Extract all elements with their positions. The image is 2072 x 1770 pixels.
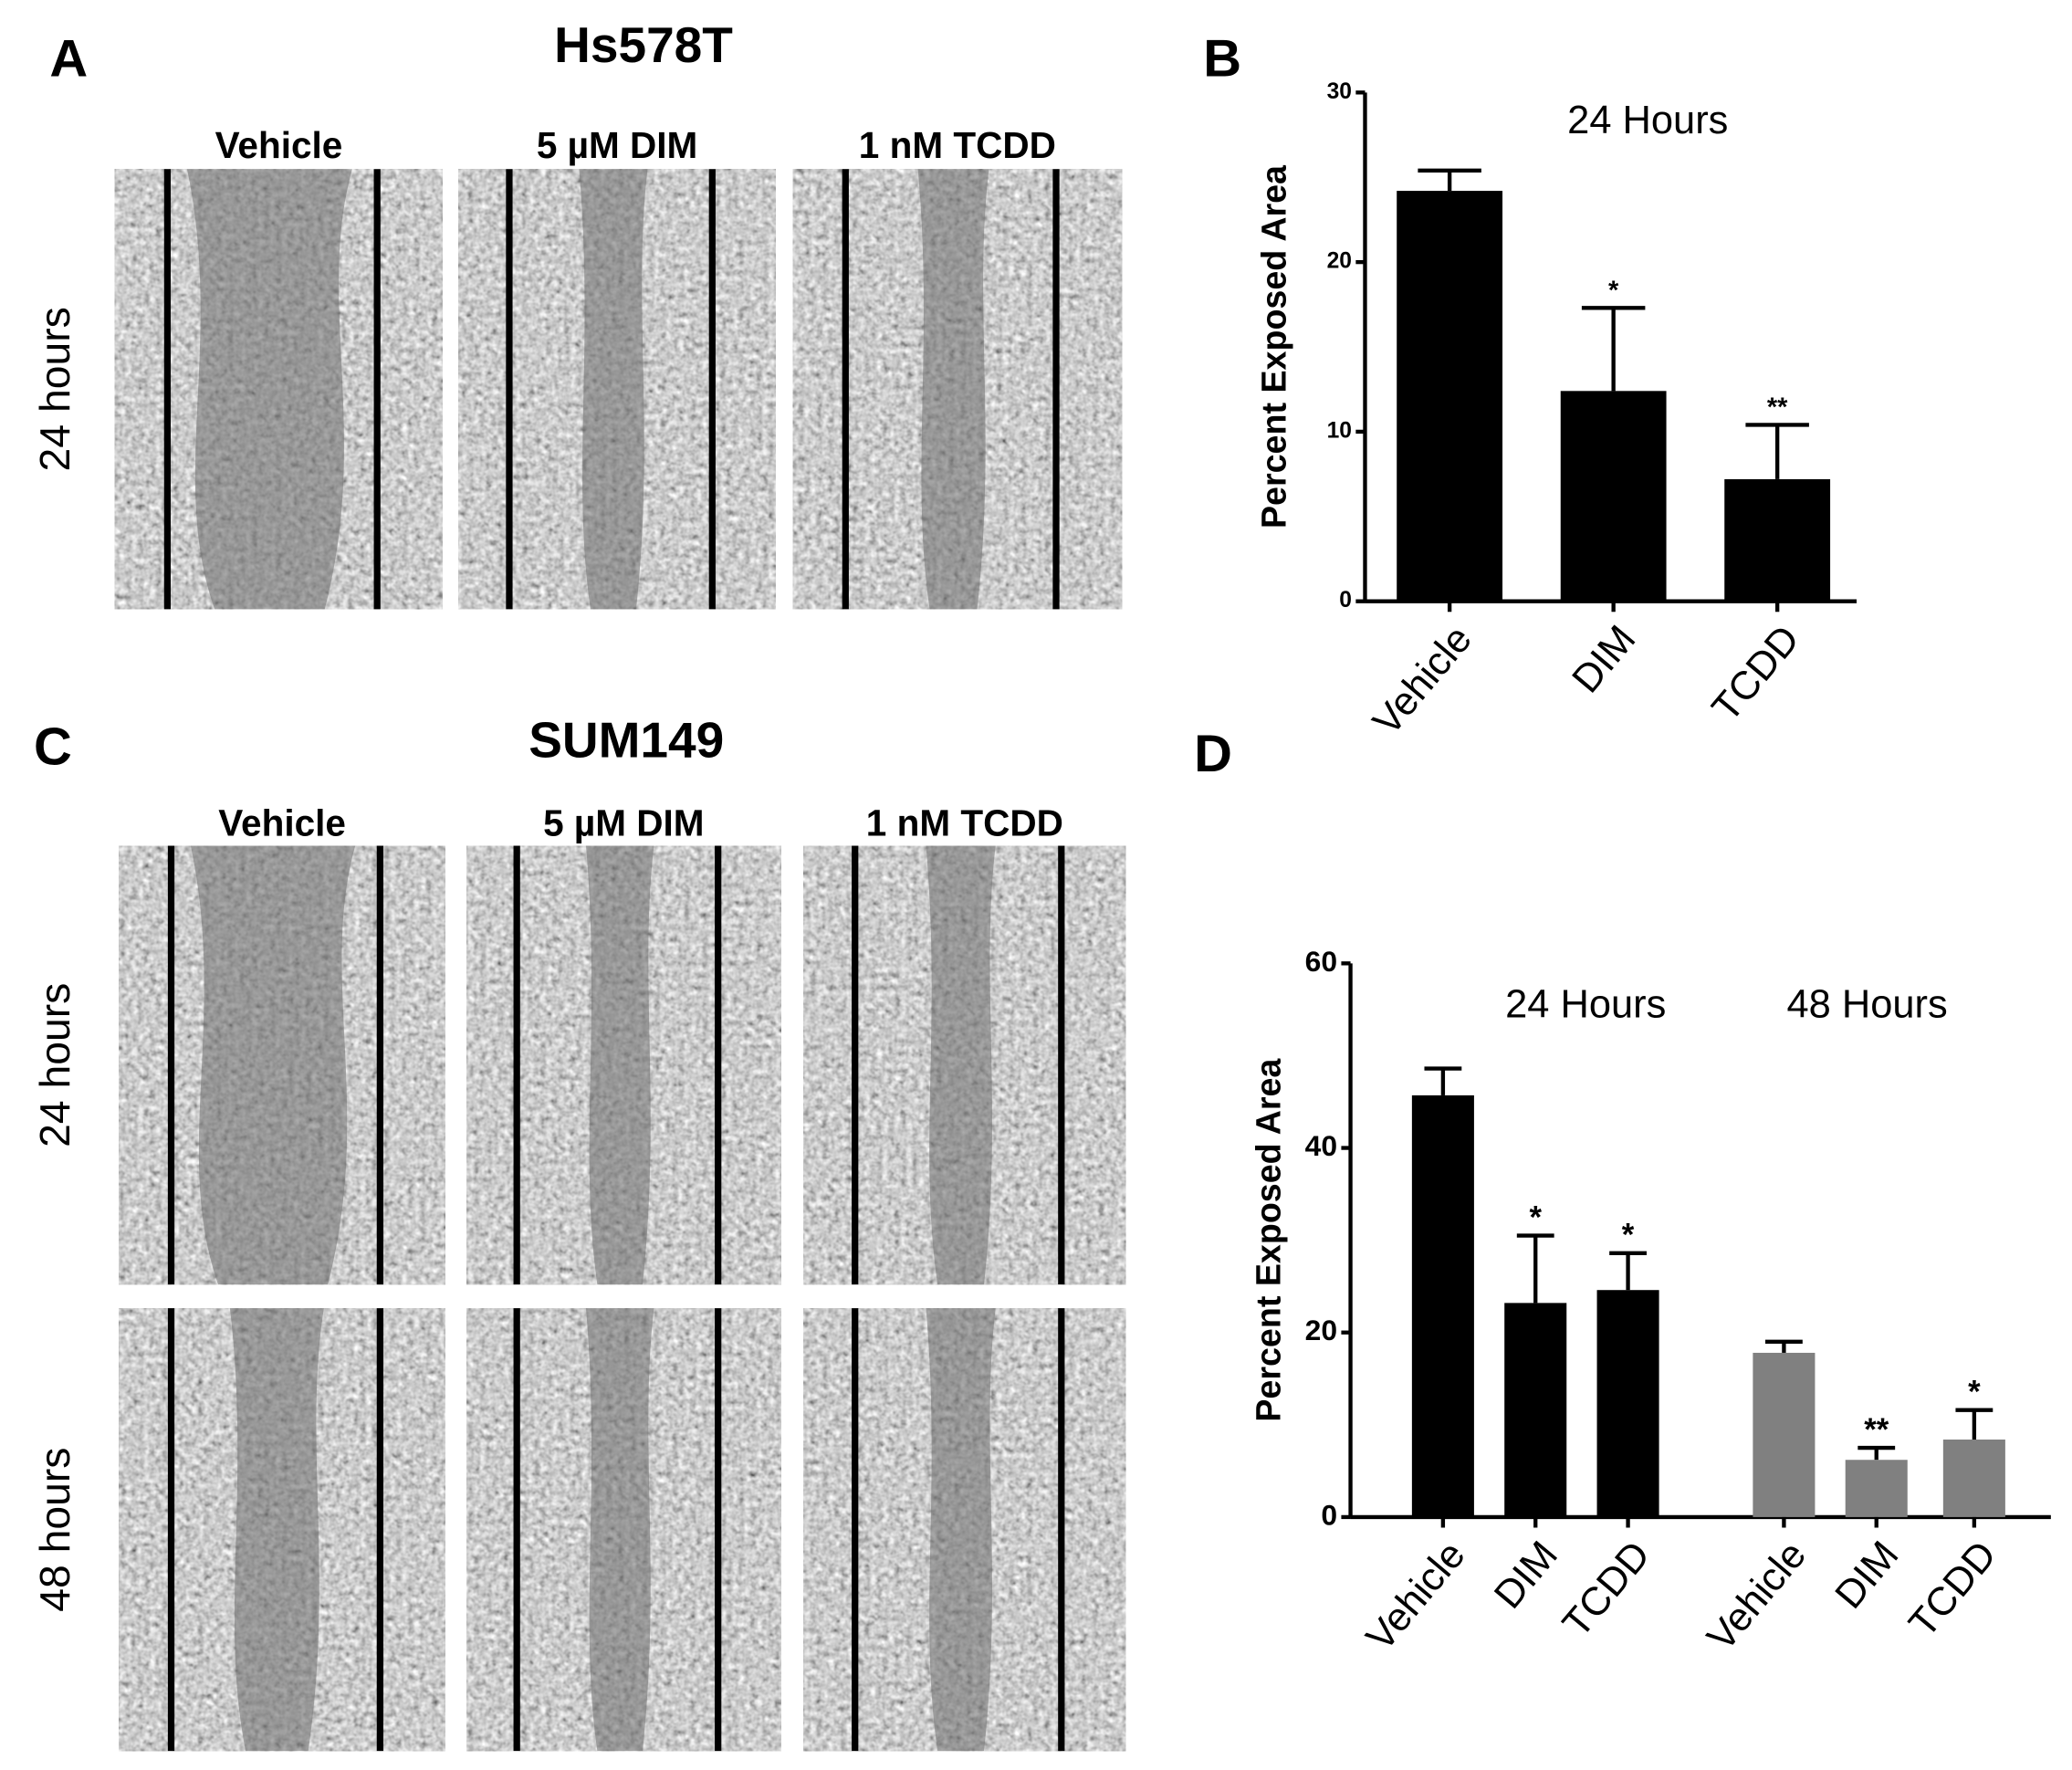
wound-area	[229, 1308, 324, 1752]
column-header: Vehicle	[215, 124, 343, 166]
x-tick-label: DIM	[1564, 617, 1645, 701]
panel-label: A	[49, 29, 88, 88]
bar	[1724, 478, 1831, 602]
row-label: 24 hours	[31, 307, 78, 471]
y-tick-label: 60	[1305, 945, 1337, 978]
wound-area	[585, 845, 654, 1285]
wound-area	[186, 169, 352, 610]
y-tick-label: 30	[1327, 79, 1352, 104]
x-tick-label: Vehicle	[1365, 617, 1481, 743]
panel-label: B	[1203, 29, 1241, 88]
bar	[1397, 191, 1503, 602]
chart-title: 24 Hours	[1567, 99, 1728, 142]
column-header: 1 nM TCDD	[866, 801, 1063, 843]
column-header: Vehicle	[218, 801, 346, 843]
cell-line-title: Hs578T	[554, 16, 733, 73]
x-tick-label: DIM	[1827, 1534, 1908, 1618]
column-header: 1 nM TCDD	[859, 124, 1056, 166]
wound-area	[917, 169, 989, 610]
significance-label: *	[1968, 1375, 1981, 1409]
bar	[1560, 391, 1667, 602]
y-tick-label: 40	[1305, 1129, 1337, 1162]
y-axis-label: Percent Exposed Area	[1250, 1058, 1288, 1422]
bar	[1596, 1290, 1659, 1517]
panel-label: C	[34, 718, 72, 777]
x-tick-label: TCDD	[1704, 617, 1808, 729]
column-header: 5 µM DIM	[537, 124, 697, 166]
x-tick-label: TCDD	[1900, 1534, 2004, 1646]
y-tick-label: 20	[1327, 249, 1352, 274]
x-tick-label: TCDD	[1554, 1534, 1659, 1646]
x-tick-label: Vehicle	[1358, 1534, 1474, 1660]
panel-label: D	[1194, 725, 1232, 783]
row-label: 48 hours	[31, 1448, 78, 1612]
y-tick-label: 10	[1327, 418, 1352, 443]
significance-label: **	[1864, 1413, 1889, 1448]
y-tick-label: 0	[1321, 1498, 1337, 1531]
y-tick-label: 20	[1305, 1314, 1337, 1346]
significance-label: **	[1767, 393, 1788, 423]
y-axis-label: Percent Exposed Area	[1254, 164, 1292, 529]
x-tick-label: Vehicle	[1699, 1534, 1815, 1660]
bar	[1942, 1439, 2005, 1517]
x-tick-label: DIM	[1486, 1534, 1566, 1618]
significance-label: *	[1622, 1219, 1635, 1253]
cell-line-title: SUM149	[528, 712, 724, 769]
significance-label: *	[1608, 277, 1619, 306]
group-label: 24 Hours	[1505, 983, 1666, 1027]
wound-area	[926, 1308, 996, 1752]
bar	[1845, 1460, 1908, 1517]
wound-area	[579, 169, 648, 610]
wound-area	[585, 1308, 654, 1752]
row-label: 24 hours	[31, 983, 78, 1147]
bar	[1753, 1352, 1816, 1517]
wound-area	[926, 845, 996, 1285]
column-header: 5 µM DIM	[543, 801, 704, 843]
significance-label: *	[1529, 1200, 1542, 1235]
bar	[1504, 1303, 1567, 1517]
wound-area	[190, 845, 356, 1285]
y-tick-label: 0	[1339, 588, 1352, 613]
bar	[1411, 1094, 1474, 1517]
group-label: 48 Hours	[1787, 983, 1948, 1027]
